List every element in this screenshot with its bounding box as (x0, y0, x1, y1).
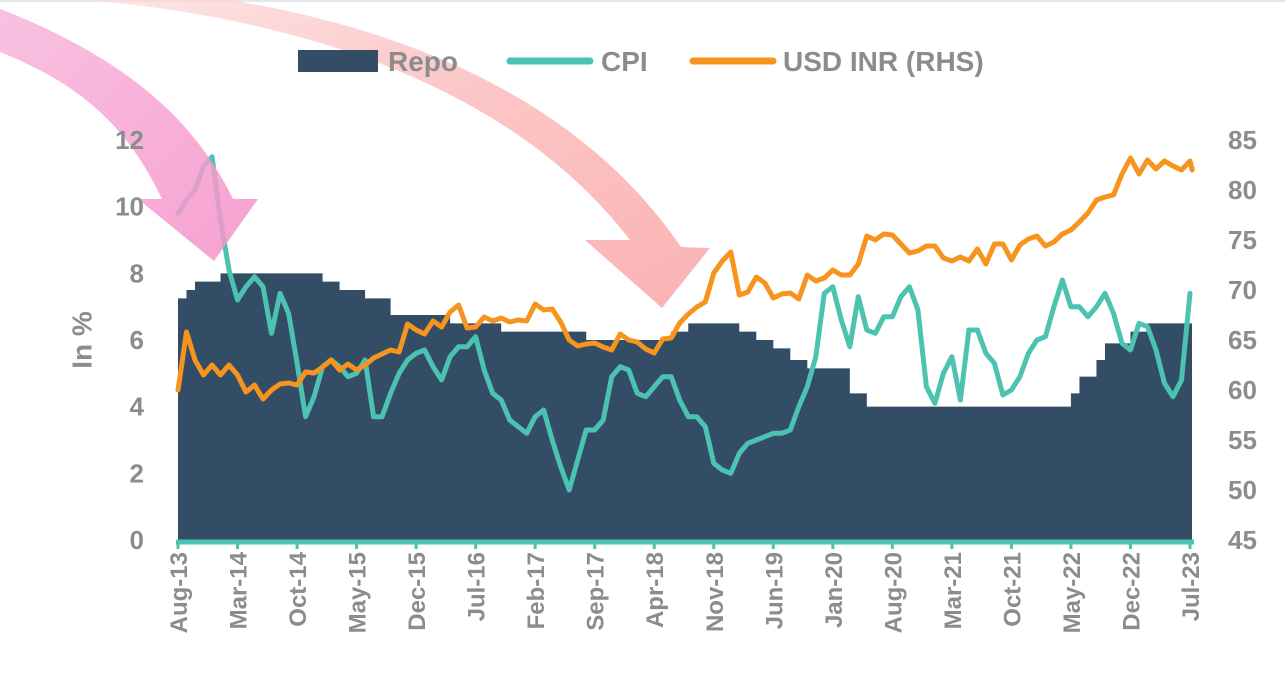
x-tick-label: Jan-20 (821, 552, 848, 628)
x-tick-label: Dec-15 (404, 552, 431, 631)
pink-curved-arrow (0, 8, 258, 261)
x-tick-label: Sep-17 (583, 552, 610, 631)
legend-label-cpi: CPI (601, 46, 648, 77)
y-tick-label: 12 (115, 125, 144, 155)
x-tick-label: Jul-16 (464, 552, 491, 621)
y2-tick-label: 75 (1228, 225, 1257, 255)
legend-label-repo: Repo (388, 46, 458, 77)
y-axis-right-ticks: 45 50 55 60 65 70 75 80 85 (1228, 125, 1257, 555)
x-tick-label: Jul-23 (1178, 552, 1205, 621)
x-tick-label: Mar-14 (226, 551, 253, 629)
y-tick-label: 8 (130, 258, 144, 288)
y2-tick-label: 45 (1228, 525, 1257, 555)
x-tick-label: Nov-18 (702, 552, 729, 632)
y-tick-label: 0 (130, 525, 144, 555)
y2-tick-label: 70 (1228, 275, 1257, 305)
y2-tick-label: 80 (1228, 175, 1257, 205)
axes: Aug-13 Mar-14 Oct-14 May-15 Dec-15 Jul-16 Feb-… (67, 125, 1257, 633)
y2-tick-label: 65 (1228, 325, 1257, 355)
y2-tick-label: 55 (1228, 425, 1257, 455)
x-tick-label: Oct-14 (285, 551, 312, 626)
x-tick-label: Jun-19 (761, 552, 788, 629)
y-axis-title: In % (67, 311, 98, 369)
x-tick-label: Feb-17 (523, 552, 550, 629)
legend-swatch-repo (298, 50, 378, 72)
x-tick-label: Aug-20 (880, 552, 907, 633)
x-tick-label: Dec-22 (1118, 552, 1145, 631)
x-tick-label: Apr-18 (642, 552, 669, 628)
y-tick-label: 2 (130, 458, 144, 488)
y-axis-left-ticks: 0 2 4 6 8 10 12 (115, 125, 144, 555)
x-tick-label: May-22 (1059, 552, 1086, 633)
cpi-line (175, 154, 1193, 493)
legend-label-usdinr: USD INR (RHS) (783, 46, 984, 77)
x-tick-label: Mar-21 (940, 552, 967, 629)
y-tick-label: 6 (130, 325, 144, 355)
cpi-series (175, 154, 1193, 493)
y-tick-label: 10 (115, 192, 144, 222)
x-tick-label: Oct-21 (999, 552, 1026, 627)
y2-tick-label: 85 (1228, 125, 1257, 155)
red-curved-arrow (86, 0, 710, 308)
y2-tick-label: 60 (1228, 375, 1257, 405)
usdinr-line (175, 155, 1195, 402)
decorative-arrows (0, 0, 710, 308)
legend: Repo CPI USD INR (RHS) (298, 46, 984, 77)
y2-tick-label: 50 (1228, 475, 1257, 505)
usdinr-series (175, 155, 1195, 402)
y-tick-label: 4 (130, 392, 145, 422)
x-tick-label: Aug-13 (166, 552, 193, 633)
plot-area (175, 154, 1195, 540)
x-axis: Aug-13 Mar-14 Oct-14 May-15 Dec-15 Jul-16 Feb-… (166, 539, 1205, 633)
x-tick-label: May-15 (345, 552, 372, 633)
